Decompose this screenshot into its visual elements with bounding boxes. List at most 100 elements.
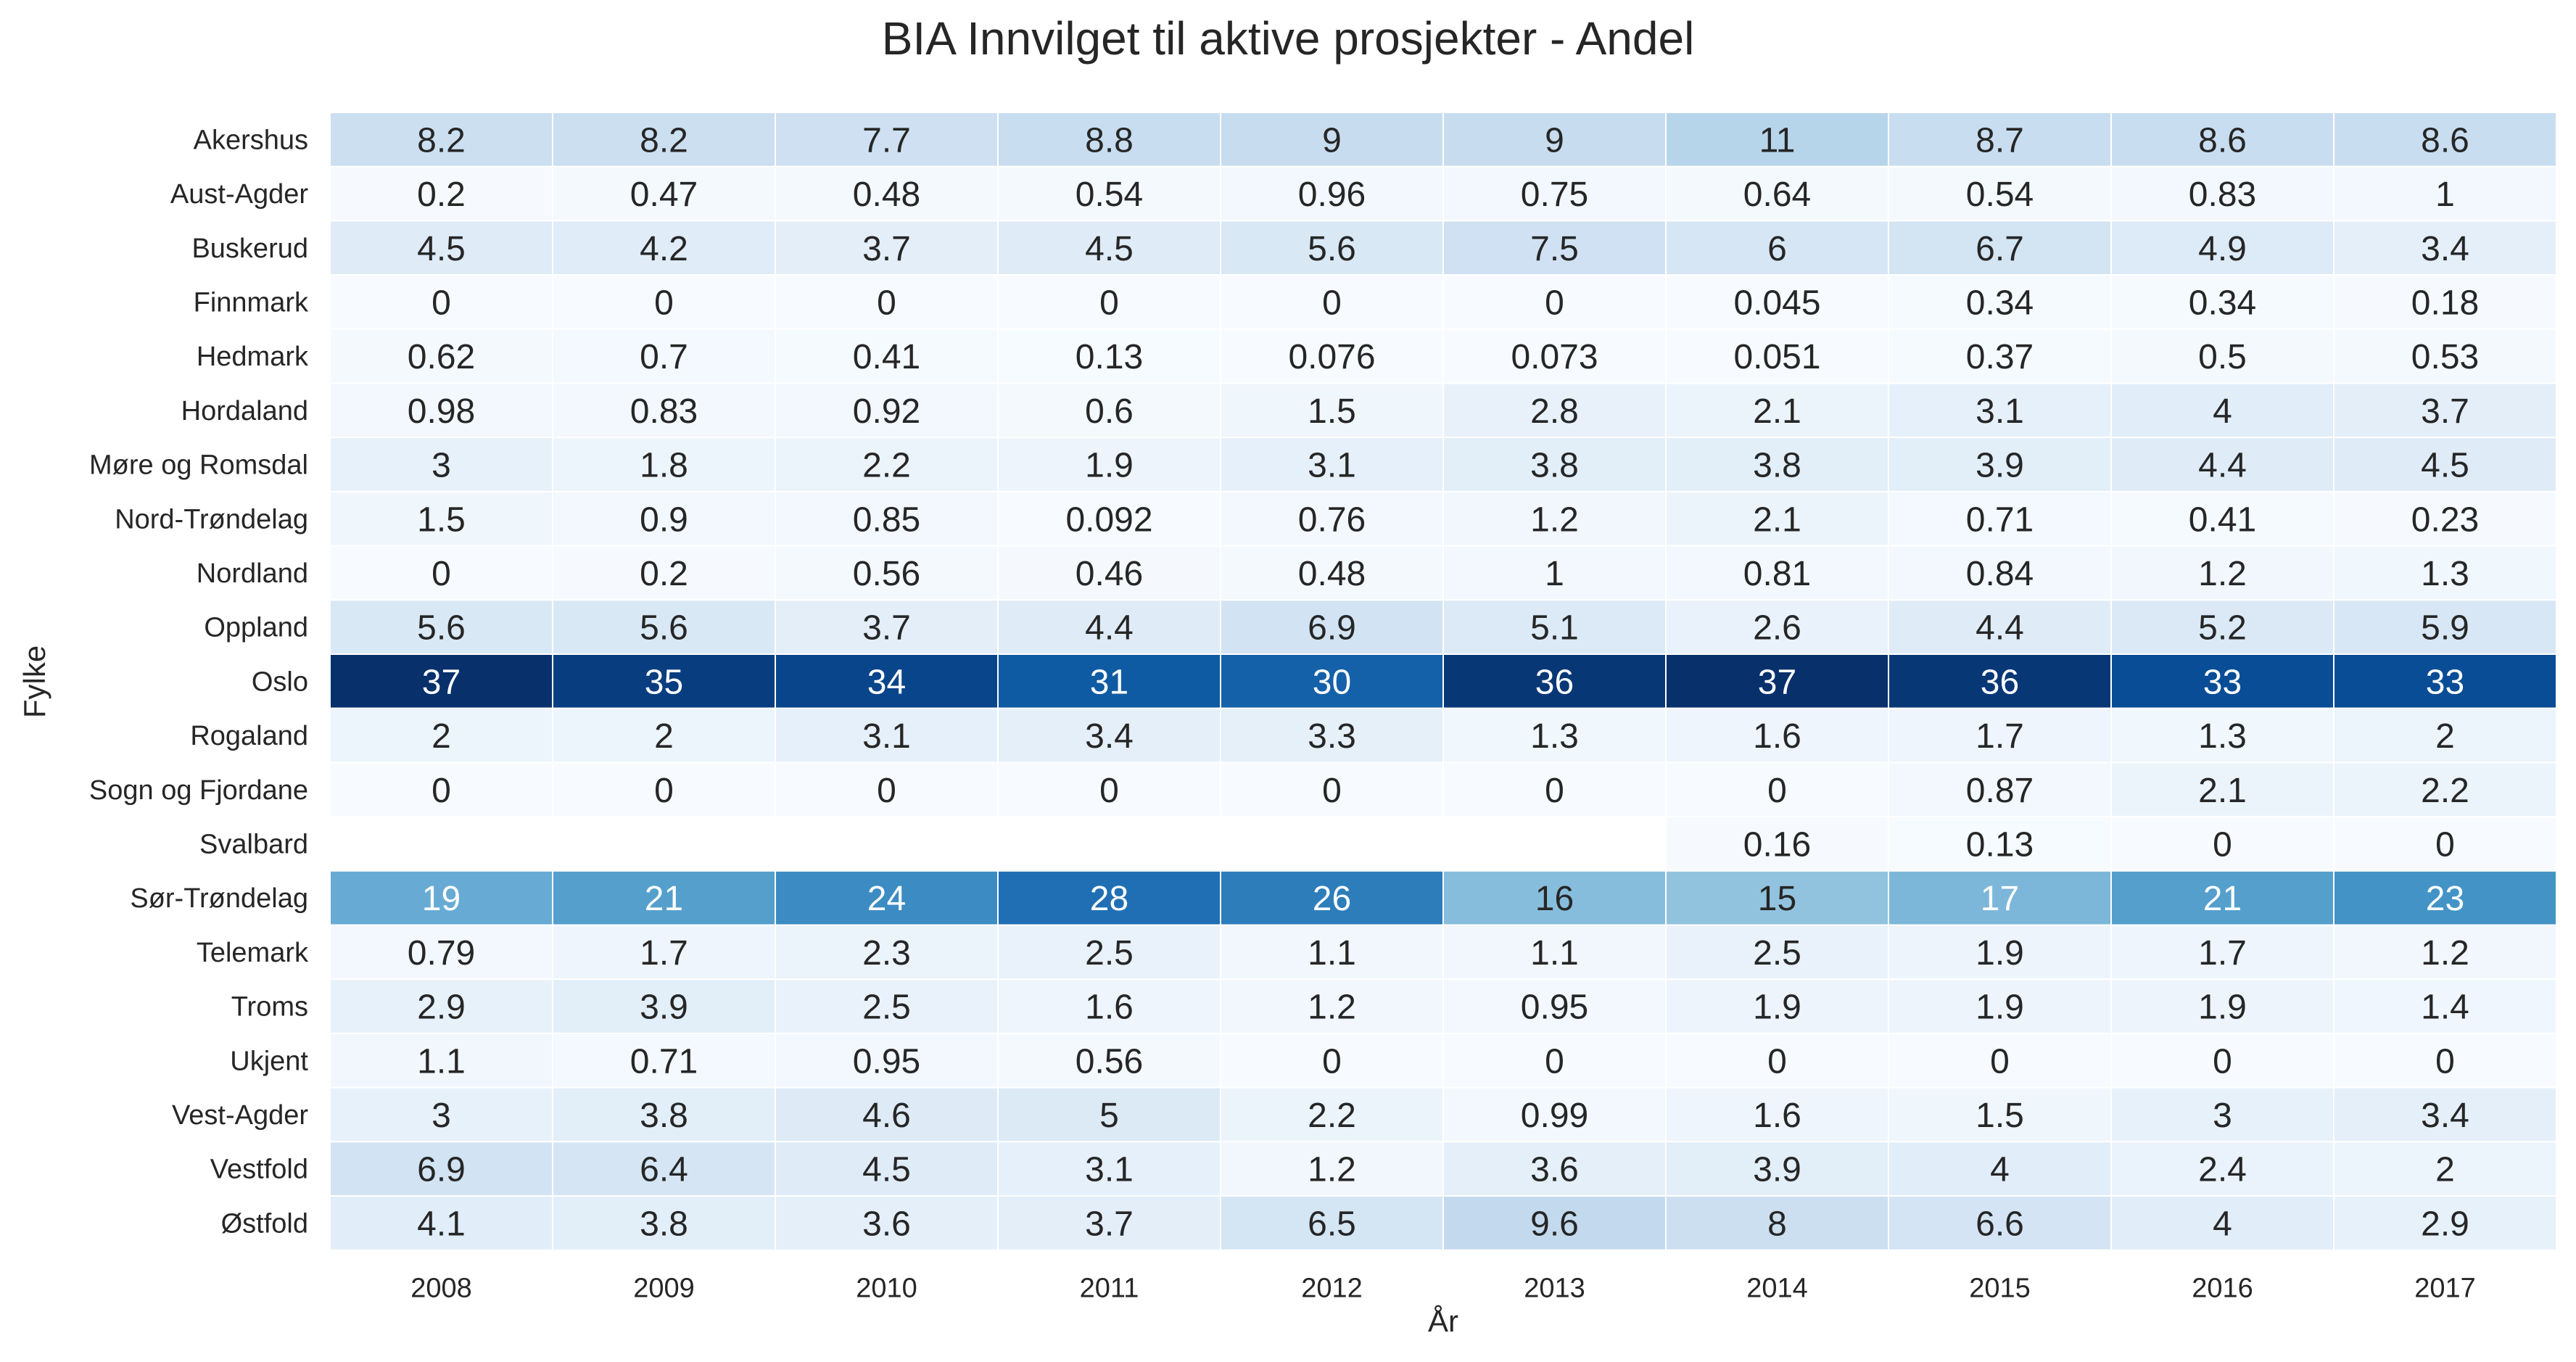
heatmap-cell bbox=[775, 762, 999, 818]
cell-value-label: 1.4 bbox=[2421, 989, 2469, 1027]
cell-value-label: 0 bbox=[1545, 1042, 1564, 1081]
cell-value-label: 34 bbox=[867, 663, 906, 701]
cell-value-label: 5.1 bbox=[1530, 609, 1579, 648]
cell-value-label: 1.3 bbox=[2198, 717, 2247, 756]
heatmap-cell bbox=[1665, 816, 1889, 872]
cell-value-label: 0.13 bbox=[1076, 338, 1143, 376]
heatmap-cell bbox=[1220, 382, 1444, 439]
heatmap-cell bbox=[775, 1195, 999, 1251]
heatmap-cell bbox=[1888, 762, 2112, 818]
cell-value-label: 6.9 bbox=[417, 1151, 466, 1189]
cell-value-label: 0.5 bbox=[2198, 338, 2247, 376]
cell-value-label: 4.5 bbox=[2421, 447, 2469, 485]
cell-value-label: 0.54 bbox=[1076, 176, 1143, 214]
heatmap-cell bbox=[329, 112, 553, 168]
y-tick-label: Oslo bbox=[252, 666, 308, 697]
heatmap-cell bbox=[1442, 490, 1667, 547]
heatmap-cell bbox=[2110, 220, 2334, 276]
cell-value-label: 4 bbox=[1990, 1151, 2010, 1189]
heatmap-cell bbox=[1442, 165, 1667, 222]
heatmap-cell bbox=[2333, 165, 2557, 222]
y-tick-label: Rogaland bbox=[190, 721, 308, 751]
x-tick-label: 2015 bbox=[1969, 1274, 2031, 1304]
heatmap-cell bbox=[1888, 220, 2112, 276]
cell-value-label: 5.6 bbox=[640, 609, 688, 648]
heatmap-cell bbox=[1220, 653, 1444, 709]
y-tick-label: Vestfold bbox=[210, 1155, 308, 1185]
cell-value-label: 1.2 bbox=[2198, 555, 2247, 593]
cell-value-label: 1.5 bbox=[417, 500, 466, 539]
cell-value-label: 0.41 bbox=[2189, 500, 2256, 539]
cell-value-label: 0.2 bbox=[417, 176, 466, 214]
y-tick-label: Hedmark bbox=[197, 342, 309, 372]
cell-value-label: 4.4 bbox=[1085, 609, 1134, 648]
cell-value-label: 1.7 bbox=[1976, 717, 2024, 756]
cell-value-label: 2.9 bbox=[417, 989, 466, 1027]
cell-value-label: 3.9 bbox=[1976, 447, 2024, 485]
heatmap-cell bbox=[2333, 328, 2557, 384]
cell-value-label: 0.48 bbox=[853, 176, 920, 214]
cell-value-label: 2.6 bbox=[1753, 609, 1801, 648]
cell-value-label: 23 bbox=[2426, 880, 2464, 918]
y-tick-label: Troms bbox=[231, 992, 308, 1023]
cell-value-label: 3.7 bbox=[862, 230, 911, 268]
cell-value-label: 5.6 bbox=[1308, 230, 1356, 268]
heatmap-cell bbox=[552, 112, 776, 168]
y-tick-label: Hordaland bbox=[181, 396, 308, 426]
heatmap-cell bbox=[2110, 707, 2334, 764]
heatmap-cell bbox=[997, 1032, 1221, 1089]
cell-value-label: 5.6 bbox=[417, 609, 466, 648]
heatmap-cell bbox=[2333, 599, 2557, 655]
cell-value-label: 36 bbox=[1535, 663, 1574, 701]
heatmap-cell bbox=[997, 599, 1221, 655]
cell-value-label: 7.5 bbox=[1530, 230, 1579, 268]
cell-value-label: 3.3 bbox=[1308, 717, 1356, 756]
cell-value-label: 2.1 bbox=[2198, 772, 2247, 810]
cell-value-label: 0.76 bbox=[1298, 500, 1366, 539]
heatmap-cell bbox=[775, 112, 999, 168]
cell-value-label: 0.95 bbox=[853, 1042, 920, 1081]
cell-value-label: 0 bbox=[1767, 1042, 1787, 1081]
heatmap-cell bbox=[775, 707, 999, 764]
heatmap-cell bbox=[1888, 599, 2112, 655]
cell-value-label: 0 bbox=[432, 772, 451, 810]
y-tick-label: Sogn og Fjordane bbox=[89, 775, 308, 806]
cell-value-label: 0 bbox=[432, 555, 451, 593]
y-tick-label: Aust-Agder bbox=[170, 179, 308, 210]
cell-value-label: 1.6 bbox=[1085, 989, 1134, 1027]
cell-value-label: 3 bbox=[432, 1097, 451, 1135]
cell-value-label: 1.6 bbox=[1753, 717, 1801, 756]
cell-value-label: 19 bbox=[422, 880, 461, 918]
heatmap-cell bbox=[997, 165, 1221, 222]
cell-value-label: 35 bbox=[645, 663, 683, 701]
cell-value-label: 1.9 bbox=[1976, 989, 2024, 1027]
x-tick-label: 2011 bbox=[1080, 1274, 1139, 1304]
cell-value-label: 33 bbox=[2426, 663, 2464, 701]
heatmap-cell bbox=[2110, 545, 2334, 601]
cell-value-label: 0.71 bbox=[1966, 500, 2034, 539]
heatmap-cell bbox=[1665, 978, 1889, 1034]
cell-value-label: 28 bbox=[1090, 880, 1128, 918]
y-tick-label: Svalbard bbox=[199, 829, 308, 859]
cell-value-label: 5.9 bbox=[2421, 609, 2469, 648]
cell-value-label: 30 bbox=[1313, 663, 1351, 701]
cell-value-label: 6.5 bbox=[1308, 1205, 1356, 1243]
x-tick-label: 2010 bbox=[856, 1274, 917, 1304]
heatmap-cell bbox=[1665, 1086, 1889, 1143]
heatmap-cell bbox=[329, 545, 553, 601]
heatmap-cell bbox=[2333, 924, 2557, 981]
heatmap-cell bbox=[1442, 762, 1667, 818]
cell-value-label: 0.75 bbox=[1521, 176, 1588, 214]
cell-value-label: 1.8 bbox=[640, 447, 688, 485]
cell-value-label: 1.1 bbox=[1308, 934, 1356, 973]
cell-value-label: 3.8 bbox=[1753, 447, 1801, 485]
heatmap-cell bbox=[1220, 599, 1444, 655]
cell-value-label: 6 bbox=[1767, 230, 1787, 268]
y-tick-label: Buskerud bbox=[191, 234, 308, 264]
cell-value-label: 1.7 bbox=[640, 934, 688, 973]
cell-value-label: 17 bbox=[1981, 880, 2019, 918]
heatmap-cell bbox=[1220, 707, 1444, 764]
cell-value-label: 8.2 bbox=[640, 121, 688, 160]
heatmap-cell bbox=[1442, 924, 1667, 981]
